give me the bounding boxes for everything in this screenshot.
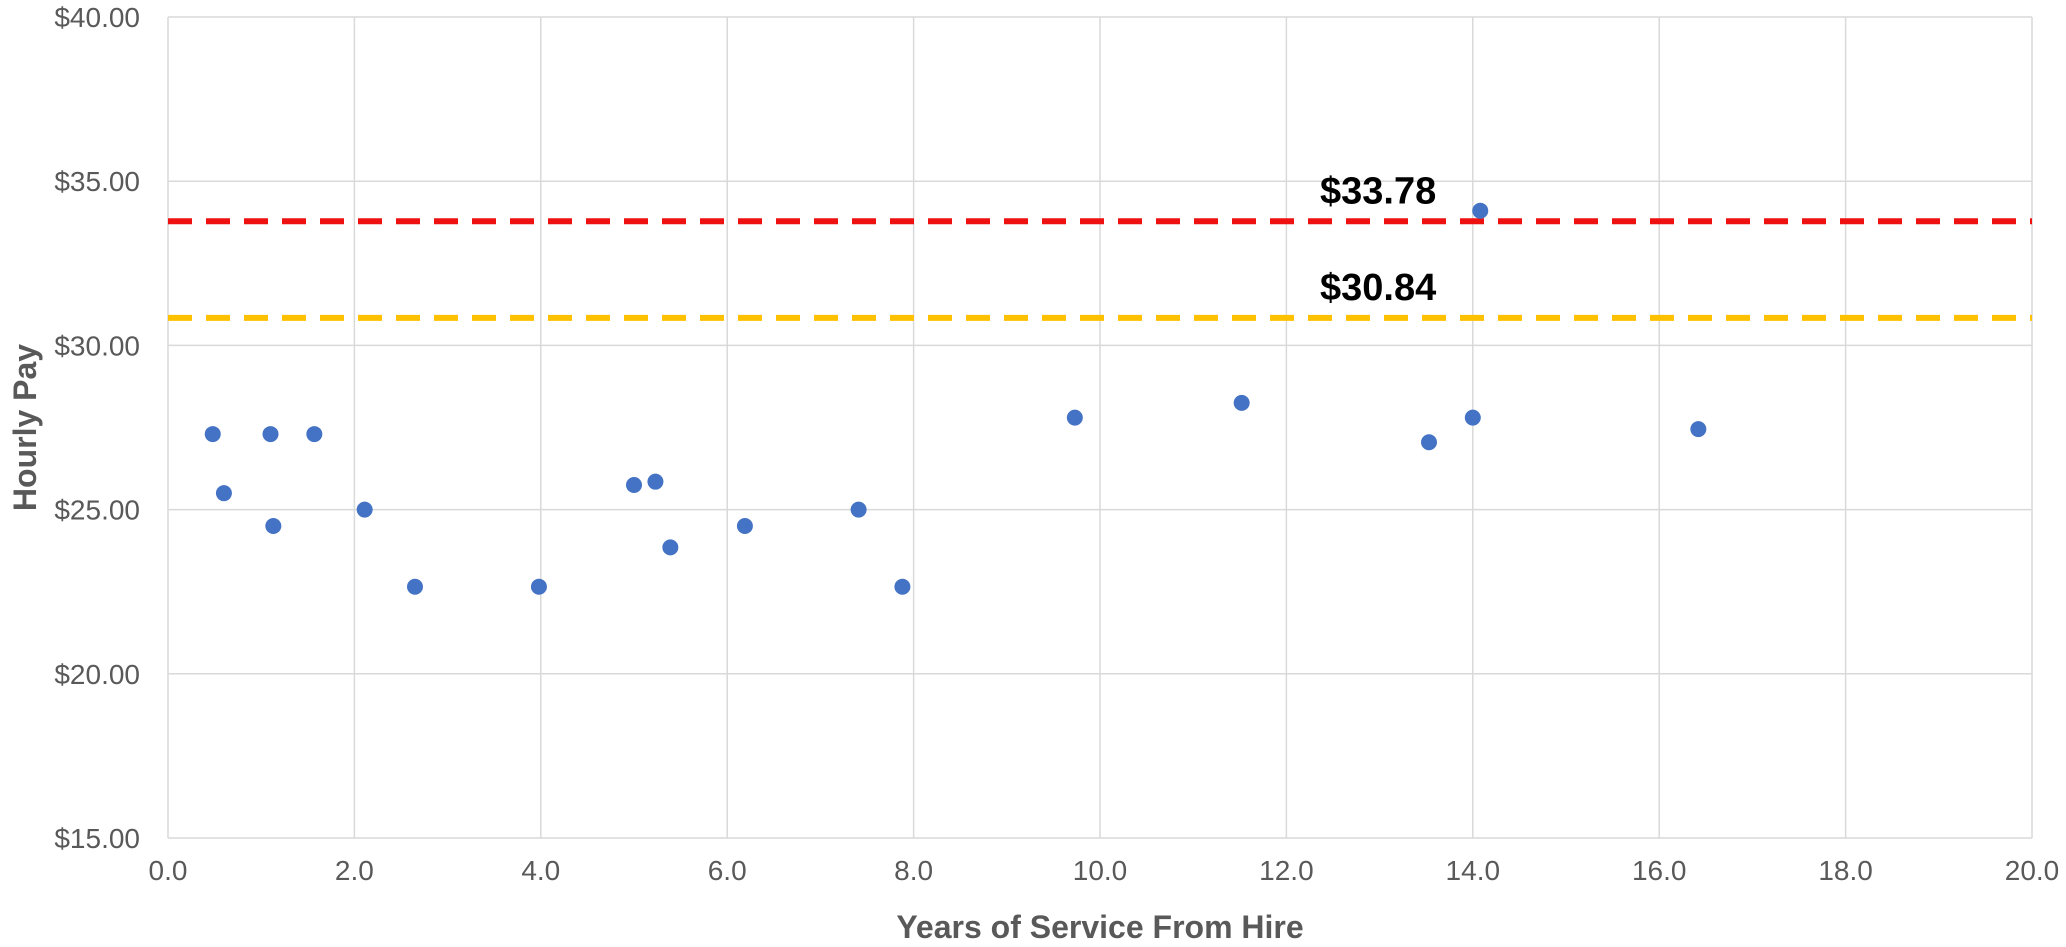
x-tick-label: 4.0 <box>521 855 560 886</box>
y-tick-label: $35.00 <box>54 166 140 197</box>
data-point <box>306 426 323 443</box>
x-axis-title: Years of Service From Hire <box>896 909 1303 945</box>
y-tick-label: $25.00 <box>54 495 140 526</box>
x-tick-label: 20.0 <box>2005 855 2060 886</box>
y-tick-label: $40.00 <box>54 2 140 33</box>
x-tick-label: 8.0 <box>894 855 933 886</box>
x-tick-label: 14.0 <box>1446 855 1501 886</box>
data-points <box>204 202 1707 595</box>
x-axis-ticks: 0.0 2.0 4.0 6.0 8.0 10.0 12.0 14.0 16.0 18.0 20.0 <box>149 855 2060 886</box>
y-tick-label: $30.00 <box>54 330 140 361</box>
data-point <box>1690 421 1707 438</box>
x-tick-label: 12.0 <box>1259 855 1314 886</box>
grid <box>167 16 2033 839</box>
data-point <box>406 578 423 595</box>
data-point <box>647 473 664 490</box>
reference-line-label: $30.84 <box>1320 267 1436 309</box>
data-point <box>662 539 679 556</box>
data-point <box>265 518 282 535</box>
x-tick-label: 6.0 <box>708 855 747 886</box>
data-point <box>736 518 753 535</box>
x-tick-label: 0.0 <box>149 855 188 886</box>
y-tick-label: $20.00 <box>54 659 140 690</box>
data-point <box>1420 434 1437 451</box>
x-tick-label: 2.0 <box>335 855 374 886</box>
data-point <box>894 578 911 595</box>
data-point <box>204 426 221 443</box>
data-point <box>1233 394 1250 411</box>
y-tick-label: $15.00 <box>54 823 140 854</box>
y-axis-title: Hourly Pay <box>7 344 43 511</box>
data-point <box>356 501 373 518</box>
reference-lines: $33.78 $30.84 <box>168 170 2032 321</box>
x-tick-label: 10.0 <box>1073 855 1128 886</box>
data-point <box>1066 409 1083 426</box>
x-tick-label: 18.0 <box>1818 855 1873 886</box>
y-axis-ticks: $15.00 $20.00 $25.00 $30.00 $35.00 $40.00 <box>54 2 140 854</box>
data-point <box>262 426 279 443</box>
reference-line-label: $33.78 <box>1320 170 1436 212</box>
data-point <box>530 578 547 595</box>
data-point <box>850 501 867 518</box>
data-point <box>1464 409 1481 426</box>
data-point <box>1472 202 1489 219</box>
data-point <box>626 476 642 493</box>
data-point <box>215 485 232 502</box>
x-tick-label: 16.0 <box>1632 855 1687 886</box>
